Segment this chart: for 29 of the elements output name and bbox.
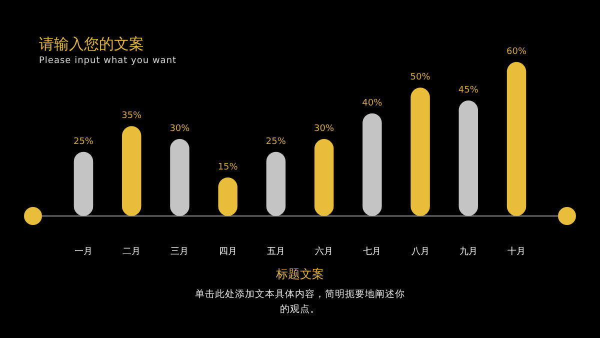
x-tick-label: 二月	[122, 247, 141, 257]
x-tick-label: 九月	[459, 246, 478, 257]
chart-subtitle: Please input what you want	[39, 56, 177, 66]
x-tick-label: 七月	[363, 246, 382, 257]
x-tick-label: 四月	[218, 247, 237, 257]
x-tick-label: 十月	[508, 246, 526, 257]
data-label: 35%	[122, 111, 142, 122]
text: 标题文案	[275, 267, 324, 281]
bar	[410, 88, 430, 216]
data-label: 30%	[314, 124, 334, 134]
data-label: 60%	[506, 47, 527, 57]
x-tick-label: 一月	[74, 247, 92, 257]
bar	[506, 62, 526, 216]
data-label: 15%	[218, 162, 238, 172]
x-tick-label: 三月	[170, 247, 189, 257]
data-label: 25%	[266, 136, 286, 147]
x-tick-label: 六月	[315, 246, 334, 257]
text: 单击此处添加文本具体内容，简明扼要地阐述你的观点。	[195, 288, 405, 315]
chart-title: 请输入您的文案	[39, 35, 144, 53]
data-label: 25%	[73, 136, 94, 147]
bar	[218, 178, 238, 216]
x-tick-label: 八月	[411, 246, 430, 257]
data-label: 50%	[410, 72, 431, 83]
data-label: 40%	[362, 98, 383, 108]
data-label: 45%	[458, 86, 479, 96]
bar	[122, 126, 142, 216]
bar	[314, 139, 334, 216]
data-label: 30%	[170, 124, 190, 134]
x-tick-label: 五月	[266, 247, 285, 257]
